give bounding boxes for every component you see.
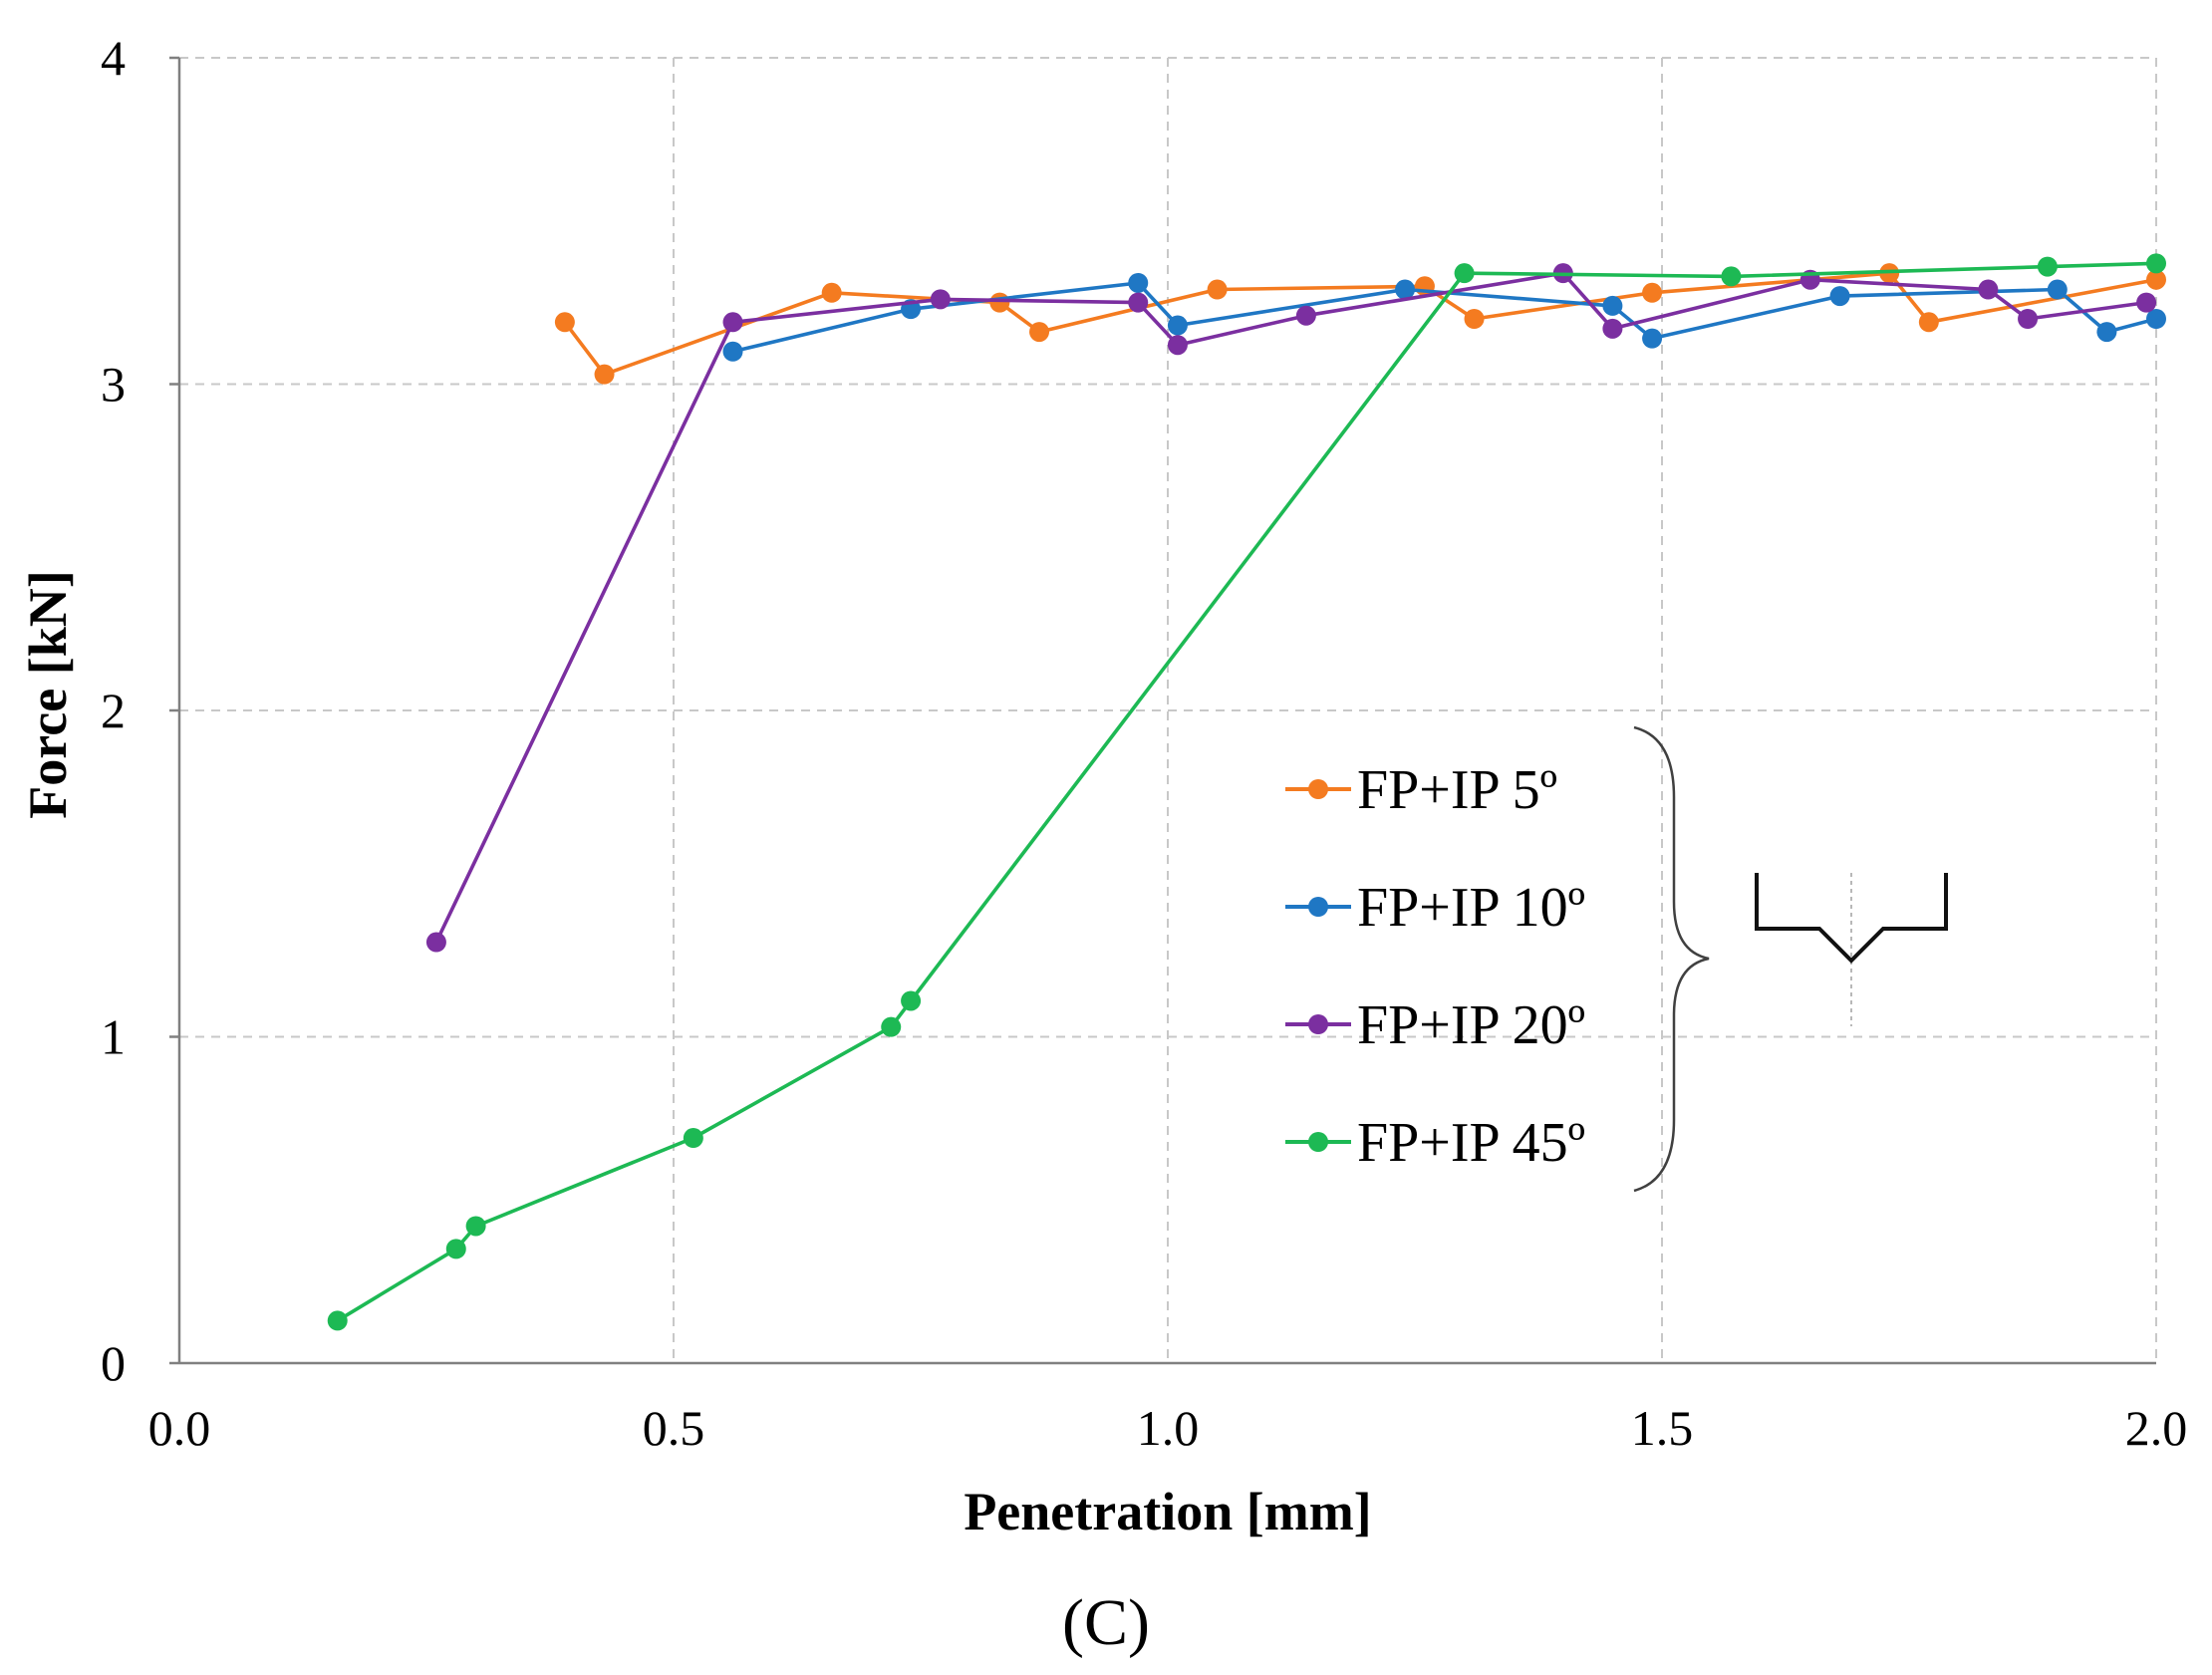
data-point [930, 289, 951, 310]
data-point [1128, 272, 1149, 293]
data-point [1464, 309, 1485, 329]
data-point [1602, 295, 1623, 316]
groove-profile-sketch [1755, 873, 1948, 1026]
x-tick-labels: 0.0 0.5 1.0 1.5 2.0 [148, 1400, 2188, 1456]
x-tick-label: 1.0 [1137, 1400, 1200, 1456]
legend-label: FP+IP 10º [1357, 877, 1585, 939]
data-point [2136, 292, 2157, 313]
x-tick-label: 0.0 [148, 1400, 211, 1456]
data-point [989, 292, 1010, 313]
series-line [434, 271, 2147, 944]
series-3 [425, 263, 2157, 953]
data-point [1454, 263, 1475, 284]
data-point [1918, 312, 1939, 333]
series-2 [722, 272, 2166, 362]
data-point [2037, 256, 2058, 277]
data-point [1721, 266, 1742, 287]
data-point [2018, 309, 2039, 329]
axes [169, 56, 2156, 1365]
legend-label: FP+IP 45º [1357, 1112, 1585, 1174]
data-point [821, 282, 842, 303]
data-series [327, 253, 2166, 1331]
series-line [563, 271, 2157, 377]
data-point [2096, 322, 2117, 343]
legend-item: FP+IP 20º [1285, 994, 1585, 1056]
data-point [722, 341, 743, 362]
legend-marker [1308, 1132, 1328, 1152]
data-point [683, 1128, 703, 1149]
data-point [445, 1239, 466, 1259]
legend-label: FP+IP 5º [1357, 759, 1557, 821]
data-point [1978, 279, 1999, 300]
y-tick-label: 0 [101, 1335, 126, 1391]
legend-label: FP+IP 20º [1357, 994, 1585, 1056]
data-point [722, 312, 743, 333]
data-point [881, 1016, 902, 1037]
legend-marker [1308, 897, 1328, 917]
data-point [1128, 292, 1149, 313]
panel-label: (C) [1062, 1586, 1150, 1659]
grid [179, 57, 2157, 1363]
legend-marker [1308, 779, 1328, 799]
data-point [901, 990, 922, 1011]
data-point [1602, 318, 1623, 339]
series-4 [327, 253, 2166, 1331]
x-tick-label: 2.0 [2125, 1400, 2188, 1456]
x-tick-label: 1.5 [1631, 1400, 1694, 1456]
data-point [425, 932, 446, 953]
y-axis-title: Force [kN] [18, 570, 78, 818]
data-point [554, 312, 575, 333]
y-tick-label: 4 [101, 30, 126, 86]
data-point [465, 1216, 486, 1237]
data-point [1642, 328, 1663, 349]
data-point [1167, 315, 1188, 336]
data-point [1395, 279, 1416, 300]
data-point [1829, 286, 1850, 307]
data-point [1295, 305, 1316, 326]
legend-brace [1633, 725, 1710, 1193]
data-point [2146, 269, 2166, 290]
legend-item: FP+IP 45º [1285, 1112, 1585, 1174]
data-point [1029, 322, 1050, 343]
y-tick-label: 2 [101, 683, 126, 738]
series-line [336, 261, 2157, 1322]
legend: FP+IP 5º FP+IP 10º FP+IP 20º FP+IP 45º [1285, 759, 1585, 1174]
legend-marker [1308, 1014, 1328, 1034]
data-point [2146, 309, 2166, 329]
data-point [327, 1310, 348, 1331]
legend-item: FP+IP 10º [1285, 877, 1585, 939]
series-1 [554, 263, 2166, 385]
data-point [2047, 279, 2068, 300]
data-point [2146, 253, 2166, 274]
x-axis-title: Penetration [mm] [964, 1482, 1371, 1541]
y-tick-label: 1 [101, 1009, 126, 1065]
data-point [594, 364, 615, 385]
x-tick-label: 0.5 [643, 1400, 705, 1456]
legend-item: FP+IP 5º [1285, 759, 1557, 821]
y-tick-labels: 0 1 2 3 4 [101, 30, 126, 1391]
data-point [1642, 282, 1663, 303]
data-point [1167, 335, 1188, 356]
y-tick-label: 3 [101, 357, 126, 413]
data-point [1207, 279, 1228, 300]
